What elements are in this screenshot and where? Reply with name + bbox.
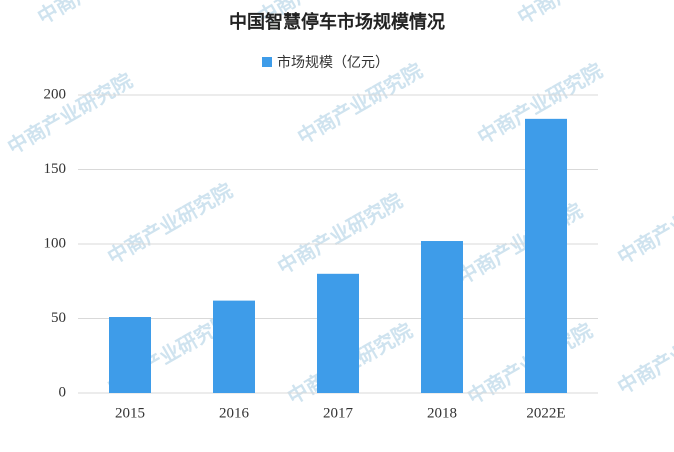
- x-tick-label: 2022E: [526, 405, 565, 421]
- y-tick-label: 50: [51, 310, 66, 326]
- legend-swatch: [262, 57, 272, 67]
- x-tick-label: 2017: [323, 405, 354, 421]
- bar: [317, 273, 359, 393]
- y-tick-label: 100: [44, 235, 67, 251]
- y-tick-label: 150: [44, 161, 67, 177]
- y-tick-label: 0: [59, 384, 67, 400]
- watermark: 中商产业研究院: [513, 0, 646, 29]
- watermark: 中商产业研究院: [273, 188, 406, 279]
- bar: [421, 241, 463, 393]
- watermark: 中商产业研究院: [3, 68, 136, 159]
- chart-title: 中国智慧停车市场规模情况: [229, 11, 445, 33]
- x-tick-label: 2015: [115, 405, 145, 421]
- y-tick-label: 200: [44, 86, 67, 102]
- watermark: 中商产业研究院: [613, 308, 674, 399]
- x-tick-label: 2018: [427, 405, 457, 421]
- watermark: 中商产业研究院: [33, 0, 166, 29]
- watermark: 中商产业研究院: [613, 178, 674, 269]
- bar: [109, 317, 151, 393]
- watermark: 中商产业研究院: [103, 178, 236, 269]
- bar: [213, 300, 255, 393]
- x-tick-label: 2016: [219, 405, 250, 421]
- legend-label: 市场规模（亿元）: [277, 54, 389, 71]
- bar: [525, 118, 567, 393]
- watermark: 中商产业研究院: [293, 58, 426, 149]
